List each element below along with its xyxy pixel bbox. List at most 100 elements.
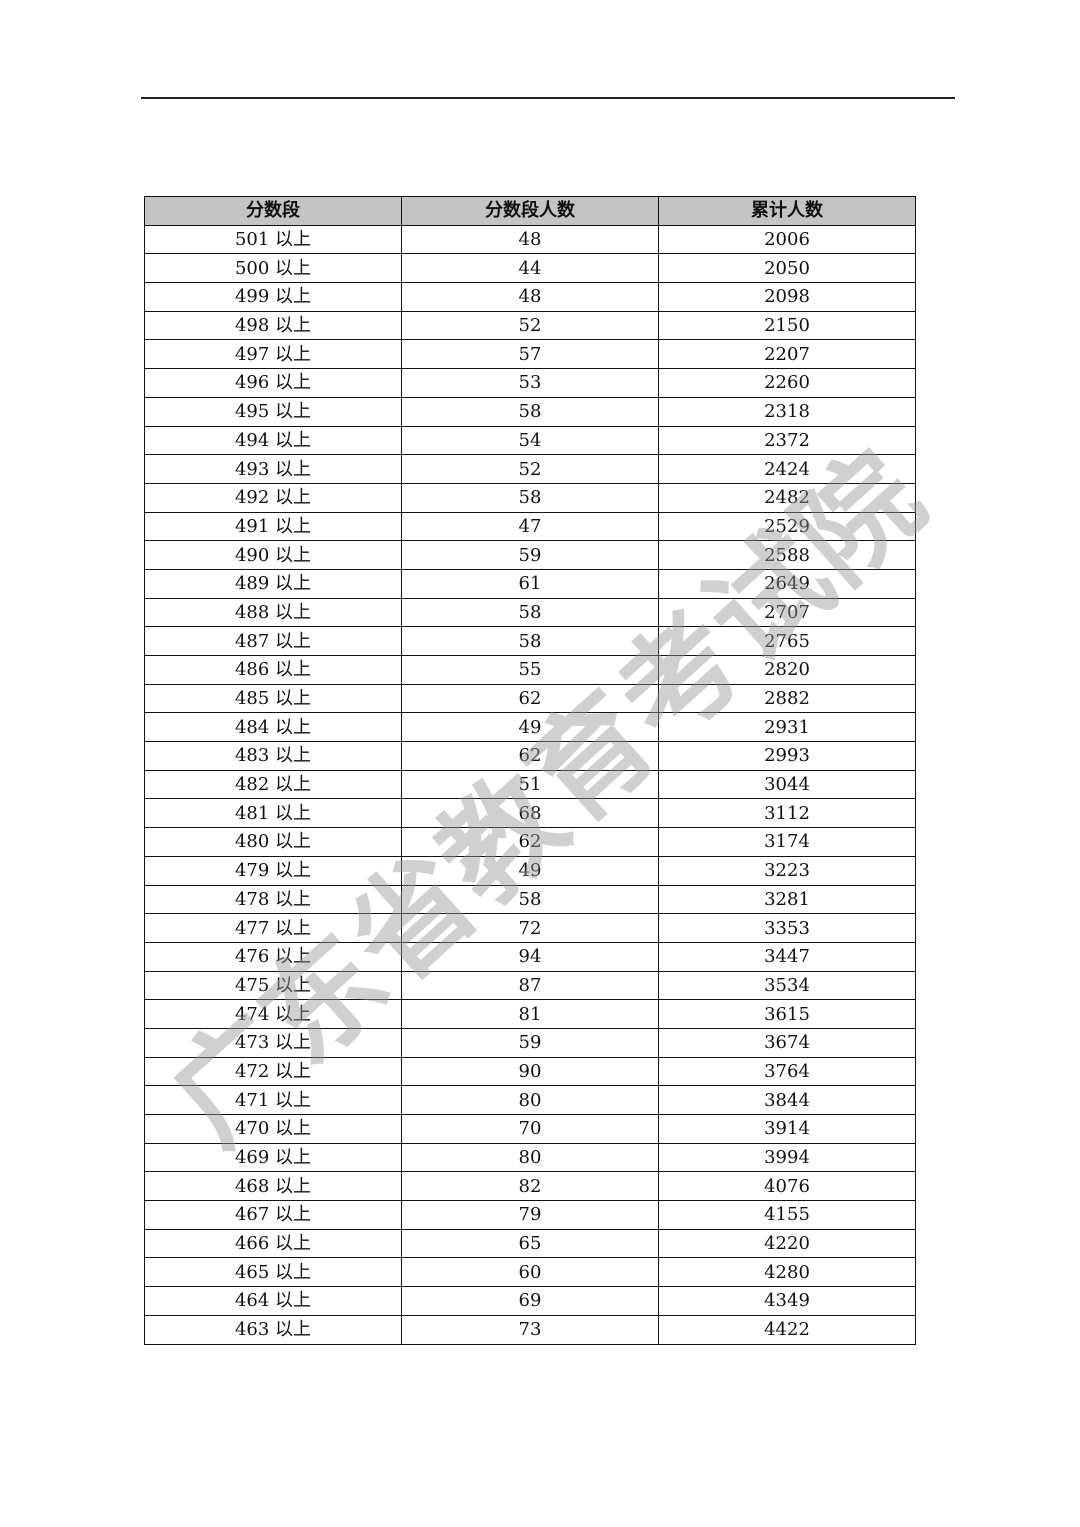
score-range-cell: 495 以上 <box>144 396 402 427</box>
cumulative-cell: 3353 <box>658 913 916 943</box>
count-cell: 81 <box>401 999 659 1029</box>
score-range-cell: 466 以上 <box>144 1228 402 1259</box>
count-cell: 62 <box>401 741 659 771</box>
count-cell: 61 <box>401 568 659 599</box>
cumulative-cell: 3615 <box>658 999 916 1029</box>
table-row: 472 以上 90 3764 <box>144 1056 916 1087</box>
score-range-cell: 467 以上 <box>144 1200 402 1230</box>
cumulative-cell: 2372 <box>658 425 916 456</box>
cumulative-cell: 2006 <box>658 224 916 255</box>
cumulative-cell: 3281 <box>658 884 916 915</box>
table-row: 471 以上 80 3844 <box>144 1085 916 1115</box>
cumulative-cell: 3534 <box>658 970 916 1001</box>
cumulative-cell: 2050 <box>658 253 916 284</box>
table-row: 499 以上 48 2098 <box>144 282 916 312</box>
cumulative-cell: 2482 <box>658 482 916 513</box>
table-row: 464 以上 69 4349 <box>144 1286 916 1316</box>
count-cell: 55 <box>401 655 659 685</box>
count-cell: 58 <box>401 482 659 513</box>
score-range-cell: 468 以上 <box>144 1171 402 1202</box>
table-row: 488 以上 58 2707 <box>144 597 916 628</box>
cumulative-cell: 3764 <box>658 1056 916 1087</box>
cumulative-cell: 2993 <box>658 741 916 771</box>
cumulative-cell: 3674 <box>658 1027 916 1058</box>
table-row: 484 以上 49 2931 <box>144 712 916 743</box>
table-row: 467 以上 79 4155 <box>144 1200 916 1230</box>
cumulative-cell: 2529 <box>658 511 916 542</box>
table-row: 493 以上 52 2424 <box>144 454 916 484</box>
score-range-cell: 463 以上 <box>144 1314 402 1345</box>
header-count: 分数段人数 <box>401 196 659 226</box>
count-cell: 49 <box>401 855 659 886</box>
score-range-cell: 479 以上 <box>144 855 402 886</box>
score-range-cell: 486 以上 <box>144 655 402 685</box>
score-range-cell: 494 以上 <box>144 425 402 456</box>
score-distribution-table: 分数段 分数段人数 累计人数 501 以上 48 2006 500 以上 44 2050 4… <box>144 196 916 1345</box>
score-range-cell: 481 以上 <box>144 798 402 829</box>
count-cell: 51 <box>401 769 659 800</box>
count-cell: 73 <box>401 1314 659 1345</box>
count-cell: 52 <box>401 454 659 484</box>
count-cell: 47 <box>401 511 659 542</box>
score-range-cell: 475 以上 <box>144 970 402 1001</box>
count-cell: 52 <box>401 310 659 341</box>
count-cell: 90 <box>401 1056 659 1087</box>
count-cell: 68 <box>401 798 659 829</box>
score-range-cell: 484 以上 <box>144 712 402 743</box>
table-row: 483 以上 62 2993 <box>144 741 916 771</box>
table-row: 494 以上 54 2372 <box>144 425 916 456</box>
table-row: 466 以上 65 4220 <box>144 1228 916 1259</box>
table-row: 469 以上 80 3994 <box>144 1142 916 1173</box>
score-range-cell: 485 以上 <box>144 683 402 714</box>
cumulative-cell: 3044 <box>658 769 916 800</box>
count-cell: 54 <box>401 425 659 456</box>
table-row: 498 以上 52 2150 <box>144 310 916 341</box>
cumulative-cell: 2649 <box>658 568 916 599</box>
score-range-cell: 499 以上 <box>144 282 402 312</box>
score-range-cell: 474 以上 <box>144 999 402 1029</box>
cumulative-cell: 4155 <box>658 1200 916 1230</box>
count-cell: 80 <box>401 1085 659 1115</box>
cumulative-cell: 4076 <box>658 1171 916 1202</box>
table-row: 465 以上 60 4280 <box>144 1257 916 1288</box>
score-range-cell: 488 以上 <box>144 597 402 628</box>
table-row: 491 以上 47 2529 <box>144 511 916 542</box>
table-row: 481 以上 68 3112 <box>144 798 916 829</box>
table-row: 487 以上 58 2765 <box>144 626 916 656</box>
cumulative-cell: 2424 <box>658 454 916 484</box>
count-cell: 48 <box>401 224 659 255</box>
count-cell: 58 <box>401 597 659 628</box>
score-range-cell: 473 以上 <box>144 1027 402 1058</box>
count-cell: 87 <box>401 970 659 1001</box>
score-range-cell: 465 以上 <box>144 1257 402 1288</box>
cumulative-cell: 2260 <box>658 368 916 398</box>
cumulative-cell: 2150 <box>658 310 916 341</box>
count-cell: 58 <box>401 626 659 656</box>
header-score-range: 分数段 <box>144 196 402 226</box>
score-range-cell: 492 以上 <box>144 482 402 513</box>
table-row: 463 以上 73 4422 <box>144 1314 916 1345</box>
table-row: 470 以上 70 3914 <box>144 1114 916 1144</box>
table-row: 490 以上 59 2588 <box>144 540 916 570</box>
table-header-row: 分数段 分数段人数 累计人数 <box>144 196 916 226</box>
cumulative-cell: 2931 <box>658 712 916 743</box>
table-row: 501 以上 48 2006 <box>144 224 916 255</box>
cumulative-cell: 2098 <box>658 282 916 312</box>
table-row: 479 以上 49 3223 <box>144 855 916 886</box>
cumulative-cell: 4422 <box>658 1314 916 1345</box>
cumulative-cell: 2820 <box>658 655 916 685</box>
count-cell: 59 <box>401 540 659 570</box>
table-row: 497 以上 57 2207 <box>144 339 916 370</box>
cumulative-cell: 2207 <box>658 339 916 370</box>
cumulative-cell: 2318 <box>658 396 916 427</box>
score-range-cell: 477 以上 <box>144 913 402 943</box>
score-range-cell: 498 以上 <box>144 310 402 341</box>
cumulative-cell: 2707 <box>658 597 916 628</box>
cumulative-cell: 3112 <box>658 798 916 829</box>
count-cell: 59 <box>401 1027 659 1058</box>
score-range-cell: 469 以上 <box>144 1142 402 1173</box>
score-range-cell: 491 以上 <box>144 511 402 542</box>
header-rule <box>141 97 955 99</box>
table-row: 480 以上 62 3174 <box>144 827 916 857</box>
table-row: 486 以上 55 2820 <box>144 655 916 685</box>
